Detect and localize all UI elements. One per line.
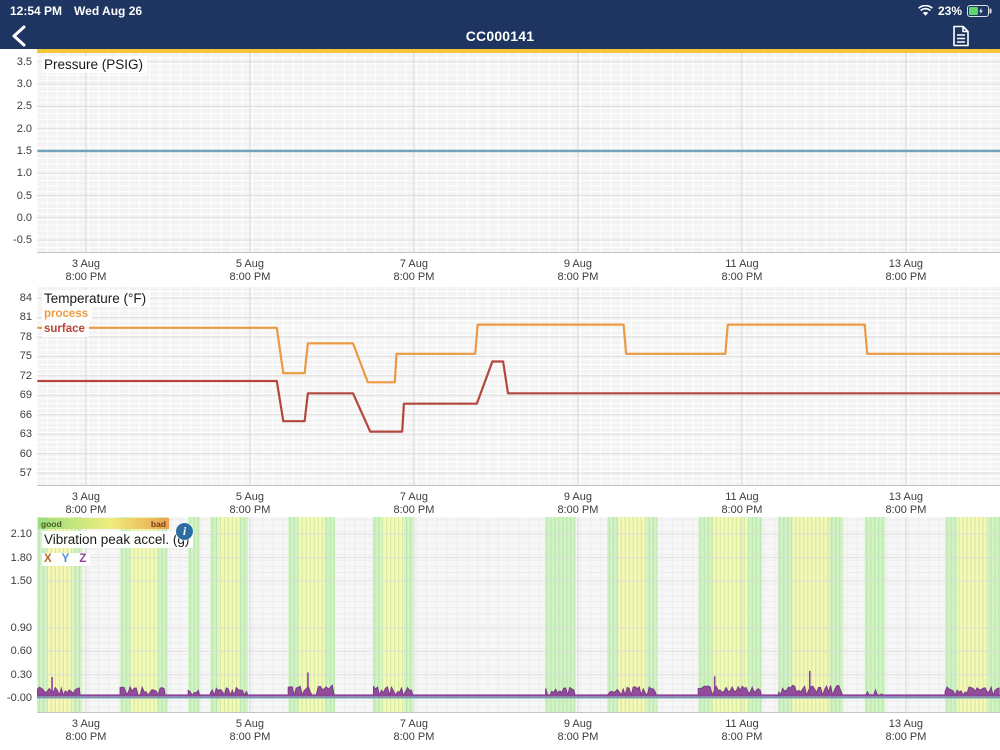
- vibration-chart[interactable]: good bad Vibration peak accel. (g) i X Y…: [37, 517, 1000, 713]
- page-title: CC000141: [465, 27, 535, 44]
- x-tick-label: 5 Aug 8:00 PM: [229, 718, 271, 743]
- x-tick-label: 3 Aug 8:00 PM: [65, 718, 107, 743]
- temperature-legend: process surface: [42, 307, 93, 337]
- legend-item-z: Z: [79, 553, 87, 565]
- y-tick-label: 0.30: [10, 668, 32, 681]
- y-tick-label: 1.50: [10, 575, 32, 588]
- y-tick-label: 0.60: [10, 645, 32, 658]
- vibration-quality-gradient: good bad: [38, 518, 169, 529]
- x-tick-label: 13 Aug 8:00 PM: [885, 258, 927, 283]
- y-tick-label: 63: [19, 428, 32, 441]
- y-tick-label: 1.0: [16, 167, 32, 180]
- temperature-plot-canvas[interactable]: [37, 287, 1000, 486]
- legend-item-surface: surface: [42, 322, 89, 337]
- x-tick-label: 11 Aug 8:00 PM: [721, 258, 763, 283]
- vibration-plot-canvas[interactable]: [37, 517, 1000, 713]
- x-tick-label: 7 Aug 8:00 PM: [393, 718, 435, 743]
- y-tick-label: 2.10: [10, 528, 32, 541]
- y-tick-label: 0.90: [10, 621, 32, 634]
- chevron-left-icon: [8, 24, 36, 48]
- temperature-chart[interactable]: Temperature (°F) process surface: [37, 287, 1000, 486]
- nav-bar: CC000141: [0, 22, 1000, 49]
- y-tick-label: 72: [19, 369, 32, 382]
- x-tick-label: 9 Aug 8:00 PM: [557, 718, 599, 743]
- battery-icon: [967, 5, 992, 17]
- battery-percent: 23%: [937, 4, 962, 18]
- legend-item-process: process: [42, 307, 93, 322]
- y-tick-label: 0.5: [16, 189, 32, 202]
- legend-item-y: Y: [61, 553, 70, 565]
- y-tick-label: -0.00: [6, 692, 32, 705]
- y-tick-label: 75: [19, 350, 32, 363]
- y-tick-label: -0.5: [13, 234, 32, 247]
- info-icon[interactable]: i: [176, 523, 193, 540]
- y-tick-label: 66: [19, 408, 32, 421]
- x-tick-label: 3 Aug 8:00 PM: [65, 258, 107, 283]
- back-button[interactable]: [8, 24, 36, 48]
- x-tick-label: 13 Aug 8:00 PM: [885, 718, 927, 743]
- x-tick-label: 11 Aug 8:00 PM: [721, 718, 763, 743]
- x-tick-label: 5 Aug 8:00 PM: [229, 258, 271, 283]
- pressure-x-axis: 3 Aug 8:00 PM 5 Aug 8:00 PM 7 Aug 8:00 PM 9 Au…: [37, 253, 1000, 287]
- y-tick-label: 3.0: [16, 78, 32, 91]
- y-tick-label: 2.5: [16, 100, 32, 113]
- y-tick-label: 60: [19, 447, 32, 460]
- y-tick-label: 2.0: [16, 122, 32, 135]
- temperature-chart-title: Temperature (°F): [42, 290, 151, 307]
- document-icon: [950, 24, 974, 48]
- y-tick-label: 57: [19, 467, 32, 480]
- x-tick-label: 7 Aug 8:00 PM: [393, 258, 435, 283]
- status-date: Wed Aug 26: [74, 4, 143, 18]
- y-tick-label: 84: [19, 292, 32, 305]
- x-tick-label: 7 Aug 8:00 PM: [393, 491, 435, 516]
- x-tick-label: 13 Aug 8:00 PM: [885, 491, 927, 516]
- y-tick-label: 78: [19, 330, 32, 343]
- y-tick-label: 81: [19, 311, 32, 324]
- status-bar: 12:54 PM Wed Aug 26 23%: [0, 0, 1000, 22]
- vibration-chart-title: Vibration peak accel. (g): [42, 531, 194, 548]
- y-tick-label: 69: [19, 389, 32, 402]
- x-tick-label: 11 Aug 8:00 PM: [721, 491, 763, 516]
- y-tick-label: 1.80: [10, 551, 32, 564]
- vibration-legend: X Y Z: [42, 553, 91, 566]
- y-tick-label: 3.5: [16, 55, 32, 68]
- pressure-chart[interactable]: Pressure (PSIG): [37, 53, 1000, 253]
- x-tick-label: 9 Aug 8:00 PM: [557, 491, 599, 516]
- pressure-plot-canvas[interactable]: [37, 53, 1000, 253]
- wifi-icon: [918, 5, 933, 17]
- status-time: 12:54 PM: [10, 4, 63, 18]
- pressure-chart-title: Pressure (PSIG): [42, 56, 148, 73]
- x-tick-label: 3 Aug 8:00 PM: [65, 491, 107, 516]
- y-tick-label: 1.5: [16, 144, 32, 157]
- report-document-button[interactable]: [950, 24, 974, 48]
- x-tick-label: 9 Aug 8:00 PM: [557, 258, 599, 283]
- temperature-x-axis: 3 Aug 8:00 PM 5 Aug 8:00 PM 7 Aug 8:00 PM 9 Au…: [37, 486, 1000, 517]
- quality-good-label: good: [41, 518, 62, 529]
- y-tick-label: 0.0: [16, 211, 32, 224]
- quality-bad-label: bad: [150, 518, 166, 529]
- x-tick-label: 5 Aug 8:00 PM: [229, 491, 271, 516]
- accent-divider: [0, 49, 1000, 53]
- vibration-x-axis: 3 Aug 8:00 PM 5 Aug 8:00 PM 7 Aug 8:00 PM 9 Au…: [37, 713, 1000, 750]
- legend-item-x: X: [44, 553, 52, 565]
- y-axis-gutter: [0, 49, 37, 750]
